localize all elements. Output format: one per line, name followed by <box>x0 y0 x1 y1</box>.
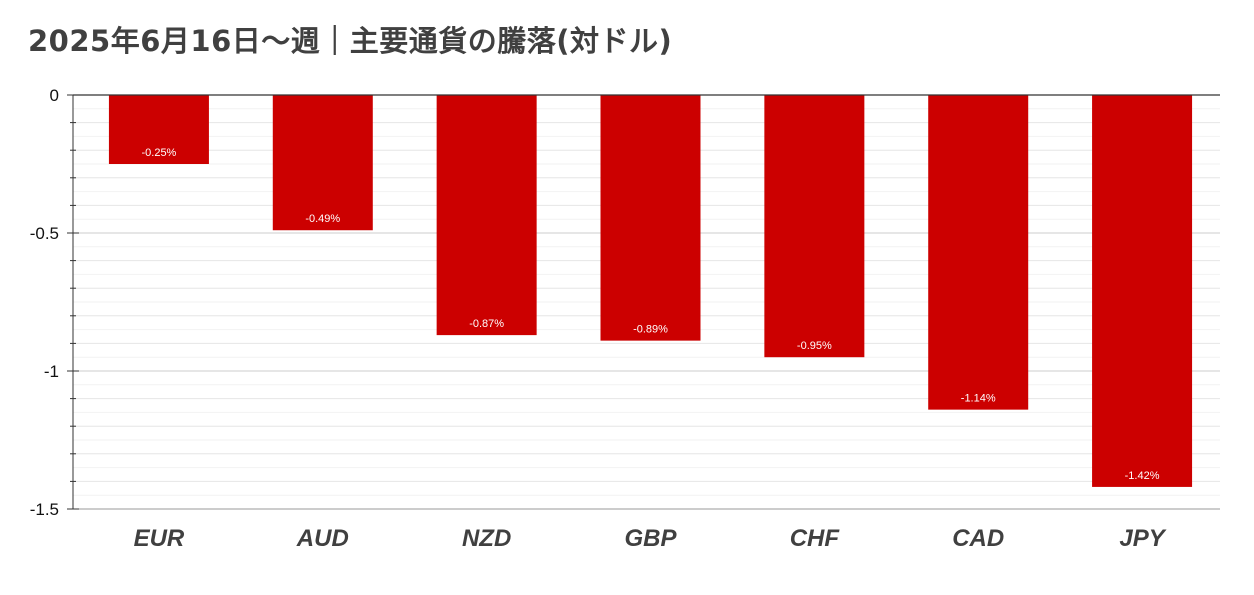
bar-cad <box>928 95 1029 410</box>
x-tick-label: EUR <box>134 525 185 552</box>
data-label: -0.89% <box>633 324 668 336</box>
x-tick-label: AUD <box>296 525 349 552</box>
y-tick-label: -1.5 <box>30 500 59 519</box>
x-tick-label: CHF <box>790 525 841 552</box>
y-tick-label: -0.5 <box>30 224 59 243</box>
data-label: -0.95% <box>797 340 832 352</box>
bars <box>108 95 1193 487</box>
bar-jpy <box>1092 95 1193 487</box>
data-label: -1.42% <box>1125 470 1160 482</box>
x-tick-label: JPY <box>1119 525 1166 552</box>
data-label: -0.87% <box>469 318 504 330</box>
y-tick-label: 0 <box>50 86 59 105</box>
y-tick-label: -1 <box>44 362 59 381</box>
x-tick-label: NZD <box>462 525 511 552</box>
chart-title: 2025年6月16日〜週｜主要通貨の騰落(対ドル) <box>28 24 673 58</box>
bar-chf <box>764 95 865 358</box>
data-label: -0.25% <box>141 147 176 159</box>
bar-gbp <box>600 95 701 341</box>
data-label: -1.14% <box>961 393 996 405</box>
labels: 0 -0.5 -1 -1.5 -0.25% EUR -0.49% AUD -0.87% NZD -0… <box>30 86 1167 552</box>
x-tick-label: CAD <box>952 525 1004 552</box>
x-tick-label: GBP <box>624 525 677 552</box>
bar-aud <box>272 95 373 231</box>
data-label: -0.49% <box>305 213 340 225</box>
bar-nzd <box>436 95 537 336</box>
axes <box>67 94 1220 510</box>
bar-eur <box>108 95 209 164</box>
